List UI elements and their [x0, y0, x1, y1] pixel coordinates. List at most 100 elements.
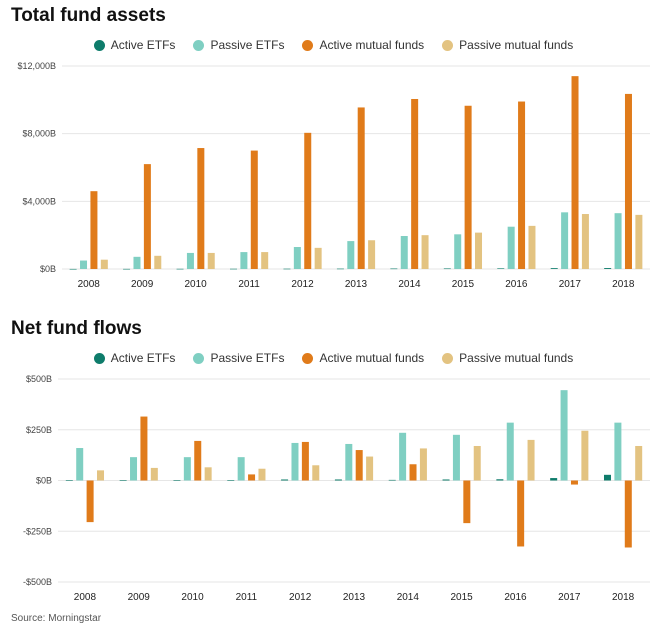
bar-passive-etfs-2012	[291, 442, 299, 481]
bar-active-etfs-2011	[229, 268, 237, 270]
bar-passive-etfs-2017	[561, 212, 569, 269]
legend-item-active-mutual-funds: Active mutual funds	[302, 38, 424, 52]
bar-active-mutual-funds-2014	[409, 464, 417, 481]
bar-active-mutual-funds-2016	[518, 101, 526, 270]
x-tick-label: 2015	[452, 279, 475, 290]
chart-title-total-assets: Total fund assets	[11, 5, 166, 26]
bar-passive-mutual-funds-2015	[475, 232, 483, 269]
legend-swatch	[193, 352, 205, 364]
bar-passive-mutual-funds-2009	[154, 255, 162, 269]
legend-item-passive-etfs: Passive ETFs	[193, 38, 284, 52]
x-tick-label: 2010	[181, 592, 204, 603]
x-tick-label: 2012	[289, 592, 312, 603]
legend-swatch	[302, 39, 314, 51]
x-tick-label: 2013	[345, 279, 368, 290]
bar-active-mutual-funds-2017	[571, 76, 579, 270]
bar-active-mutual-funds-2017	[570, 480, 578, 485]
bar-active-etfs-2012	[281, 479, 289, 481]
bar-active-etfs-2017	[550, 478, 558, 481]
source-note: Source: Morningstar	[11, 613, 102, 624]
legend-swatch	[93, 39, 105, 51]
bar-active-mutual-funds-2011	[250, 150, 258, 269]
x-tick-label: 2018	[612, 592, 635, 603]
bar-active-mutual-funds-2010	[194, 440, 202, 481]
bar-active-mutual-funds-2013	[357, 107, 365, 269]
bar-passive-etfs-2008	[80, 260, 88, 269]
bar-active-etfs-2009	[119, 480, 127, 481]
bar-active-etfs-2014	[390, 268, 398, 270]
legend-label: Passive ETFs	[210, 38, 285, 52]
x-tick-label: 2017	[558, 592, 581, 603]
legend-item-passive-mutual-funds: Passive mutual funds	[442, 38, 573, 52]
bar-passive-mutual-funds-2016	[527, 439, 535, 481]
bar-passive-etfs-2009	[130, 457, 138, 481]
bar-passive-etfs-2015	[452, 434, 460, 481]
legend-label: Passive mutual funds	[459, 351, 574, 365]
bar-passive-etfs-2016	[507, 226, 515, 269]
bar-passive-mutual-funds-2010	[207, 252, 215, 269]
bar-active-etfs-2014	[388, 479, 396, 481]
legend-swatch	[442, 352, 454, 364]
y-tick-label: $500B	[26, 374, 52, 384]
x-tick-label: 2014	[397, 592, 420, 603]
bar-passive-mutual-funds-2013	[366, 456, 374, 481]
legend-net-flows: Active ETFs Passive ETFs Active mutual fun…	[0, 351, 667, 365]
legend-label: Passive mutual funds	[459, 38, 574, 52]
bar-passive-etfs-2014	[400, 236, 408, 269]
bar-passive-mutual-funds-2011	[258, 468, 266, 481]
legend-item-passive-etfs: Passive ETFs	[193, 351, 284, 365]
bar-passive-mutual-funds-2009	[150, 467, 158, 481]
bar-passive-etfs-2011	[240, 252, 248, 269]
bar-passive-etfs-2010	[186, 252, 194, 269]
legend-label: Passive ETFs	[210, 351, 285, 365]
x-tick-label: 2014	[398, 279, 421, 290]
bar-active-mutual-funds-2012	[301, 441, 309, 481]
bar-active-mutual-funds-2008	[86, 480, 94, 523]
bar-passive-mutual-funds-2016	[528, 225, 536, 269]
chart-title-net-flows: Net fund flows	[11, 318, 142, 339]
bar-active-mutual-funds-2018	[624, 480, 632, 548]
legend-label: Active mutual funds	[319, 38, 425, 52]
x-tick-label: 2009	[128, 592, 151, 603]
net-flows-chart: -$500B -$250B $0B $250B $500B 2008 2009 2010 201…	[23, 374, 650, 603]
x-tick-label: 2017	[559, 279, 582, 290]
total-assets-chart: $0B $4,000B $8,000B $12,000B 2008 2009 2010 201…	[17, 61, 650, 290]
legend-item-active-etfs: Active ETFs	[93, 38, 175, 52]
x-tick-label: 2016	[504, 592, 527, 603]
bar-passive-etfs-2015	[454, 234, 462, 269]
y-tick-label: $250B	[26, 425, 52, 435]
bar-active-etfs-2013	[334, 479, 342, 481]
bar-active-mutual-funds-2013	[355, 450, 363, 481]
bar-passive-mutual-funds-2015	[473, 445, 481, 481]
bar-active-mutual-funds-2016	[517, 480, 525, 547]
bar-active-mutual-funds-2015	[463, 480, 471, 524]
legend-swatch	[193, 39, 205, 51]
bar-passive-etfs-2012	[293, 247, 301, 269]
bar-passive-etfs-2013	[347, 241, 355, 269]
bar-active-etfs-2016	[496, 479, 504, 481]
bar-active-mutual-funds-2009	[140, 416, 148, 481]
bar-passive-etfs-2016	[506, 422, 514, 481]
bar-active-etfs-2010	[173, 480, 181, 481]
bar-active-etfs-2015	[442, 479, 450, 481]
bar-active-mutual-funds-2012	[304, 132, 312, 269]
y-tick-label: $0B	[36, 476, 52, 486]
y-tick-label: $8,000B	[22, 129, 56, 139]
bar-passive-etfs-2008	[76, 448, 84, 481]
bar-active-etfs-2015	[443, 268, 451, 270]
bar-passive-etfs-2013	[345, 443, 353, 481]
bar-active-mutual-funds-2010	[197, 148, 205, 269]
bar-passive-etfs-2009	[133, 256, 141, 269]
x-tick-label: 2012	[291, 279, 314, 290]
bar-active-etfs-2008	[69, 268, 77, 270]
bar-active-etfs-2011	[227, 480, 235, 481]
x-tick-label: 2011	[238, 279, 260, 290]
bar-active-etfs-2016	[497, 268, 505, 269]
y-tick-label: -$500B	[23, 577, 52, 587]
bar-passive-etfs-2011	[237, 457, 245, 481]
bar-active-etfs-2017	[550, 268, 558, 269]
bar-passive-mutual-funds-2014	[421, 235, 429, 269]
bar-active-etfs-2012	[283, 268, 291, 270]
bar-active-etfs-2010	[176, 268, 184, 270]
bar-passive-mutual-funds-2012	[312, 465, 320, 481]
